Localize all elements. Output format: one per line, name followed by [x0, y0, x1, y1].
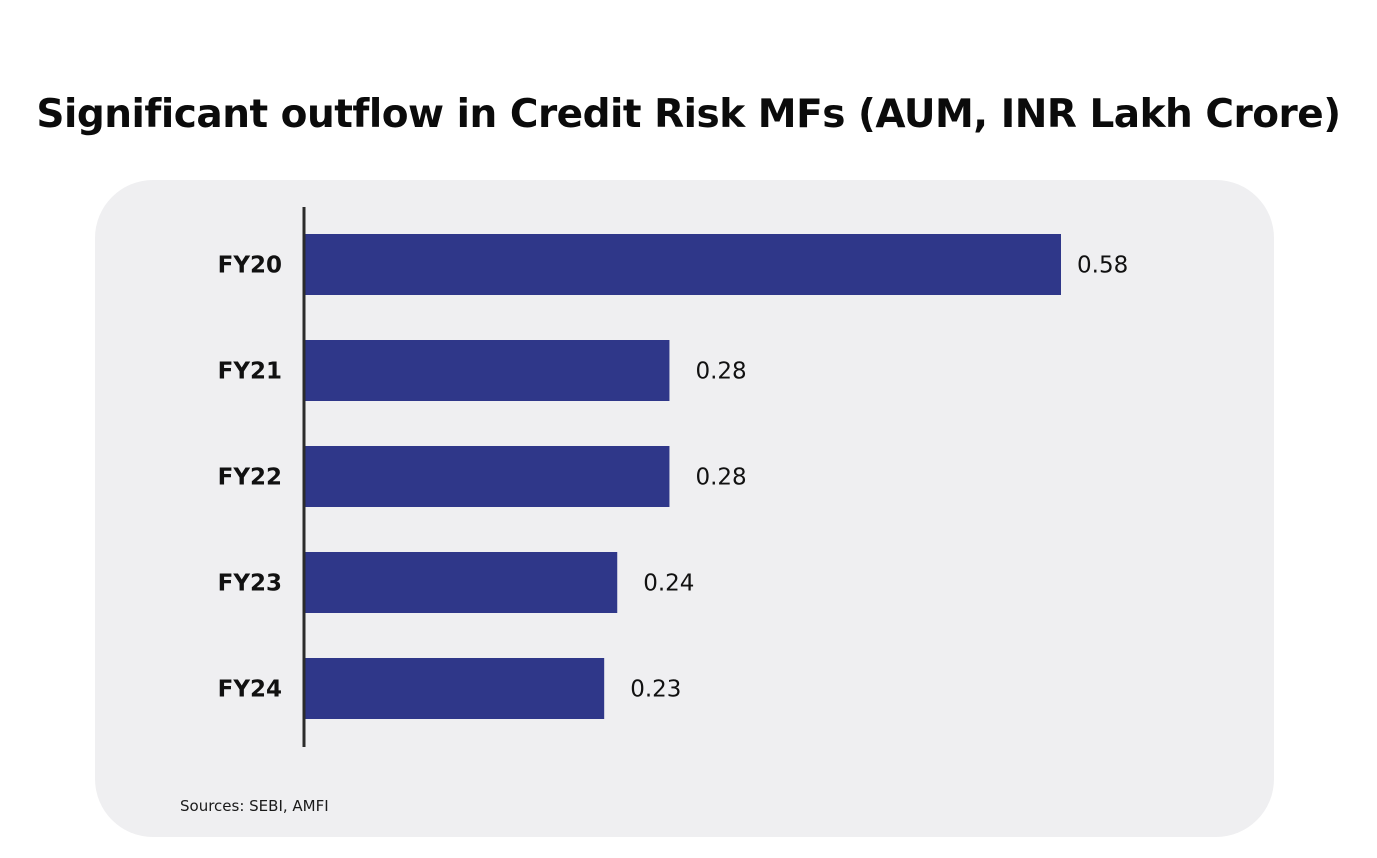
category-label: FY22	[218, 465, 282, 491]
category-label: FY23	[218, 571, 282, 597]
source-note: Sources: SEBI, AMFI	[180, 797, 329, 815]
category-label: FY21	[218, 359, 282, 385]
data-label: 0.24	[643, 571, 694, 597]
bar-fy21	[304, 340, 670, 401]
data-label: 0.28	[695, 359, 746, 385]
chart-title: Significant outflow in Credit Risk MFs (…	[36, 92, 1341, 137]
bar-fy23	[304, 552, 618, 613]
bar-fy22	[304, 446, 670, 507]
bar-fy24	[304, 658, 605, 719]
data-label: 0.28	[695, 465, 746, 491]
category-label: FY24	[218, 677, 282, 703]
bar-fy20	[304, 234, 1061, 295]
data-label: 0.58	[1077, 253, 1128, 279]
data-label: 0.23	[630, 677, 681, 703]
category-label: FY20	[218, 253, 282, 279]
